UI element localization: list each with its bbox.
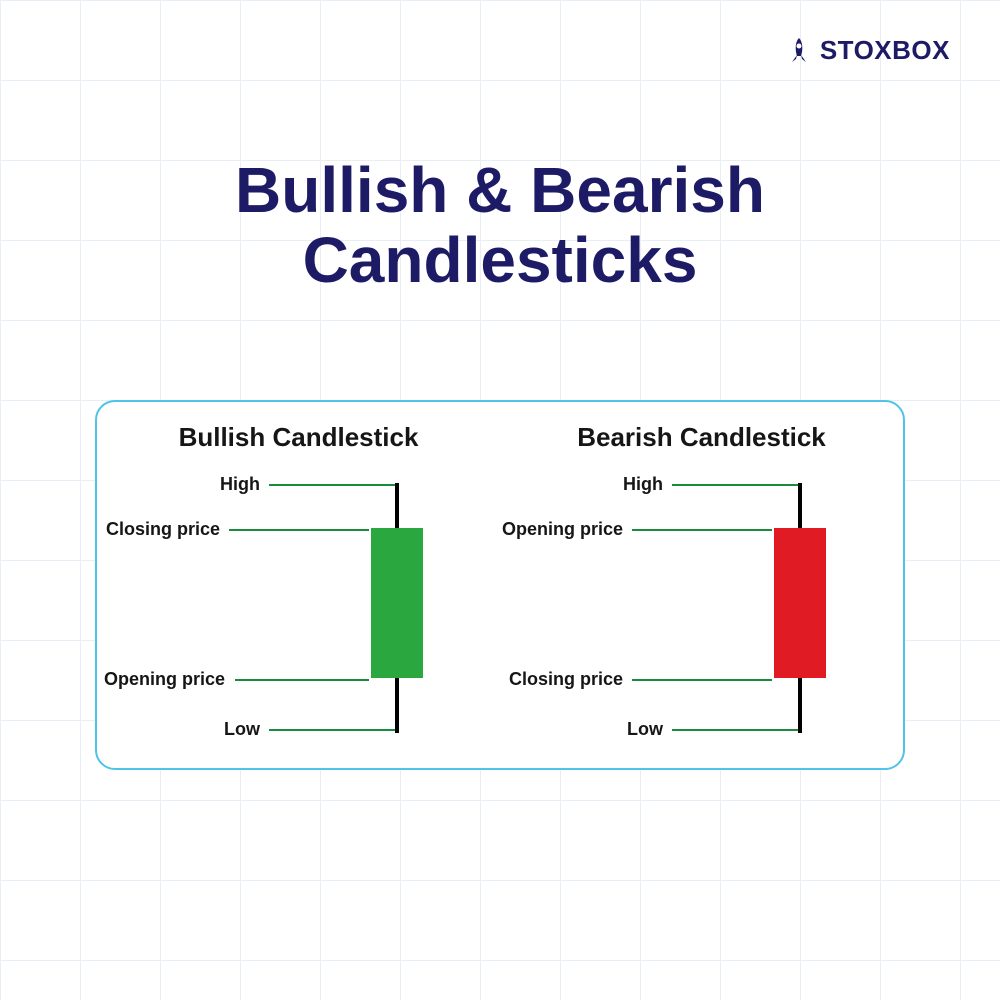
title-line-2: Candlesticks [303,224,698,296]
bearish-body [774,528,826,678]
candlestick-panel: Bullish Candlestick High Closing price O… [95,400,905,770]
bullish-diagram: High Closing price Opening price Low [97,453,500,743]
bullish-leader-open [235,679,369,681]
bearish-title: Bearish Candlestick [500,422,903,453]
bullish-leader-close [229,529,369,531]
bearish-label-close: Closing price [509,669,623,690]
bullish-title: Bullish Candlestick [97,422,500,453]
bullish-label-open: Opening price [104,669,225,690]
bearish-label-open: Opening price [502,519,623,540]
bearish-leader-open [632,529,772,531]
bearish-diagram: High Opening price Closing price Low [500,453,903,743]
brand-logo: STOXBOX [786,35,950,66]
bearish-leader-close [632,679,772,681]
rocket-icon [786,36,812,66]
bullish-leader-high [269,484,395,486]
bullish-section: Bullish Candlestick High Closing price O… [97,402,500,768]
bearish-label-high: High [623,474,663,495]
bearish-section: Bearish Candlestick High Opening price C… [500,402,903,768]
bullish-leader-low [269,729,395,731]
bearish-leader-high [672,484,798,486]
page-title: Bullish & Bearish Candlesticks [0,155,1000,296]
title-line-1: Bullish & Bearish [235,154,765,226]
bullish-body [371,528,423,678]
bullish-label-close: Closing price [106,519,220,540]
brand-name: STOXBOX [820,35,950,66]
bullish-label-low: Low [224,719,260,740]
bearish-leader-low [672,729,798,731]
bearish-label-low: Low [627,719,663,740]
bullish-label-high: High [220,474,260,495]
